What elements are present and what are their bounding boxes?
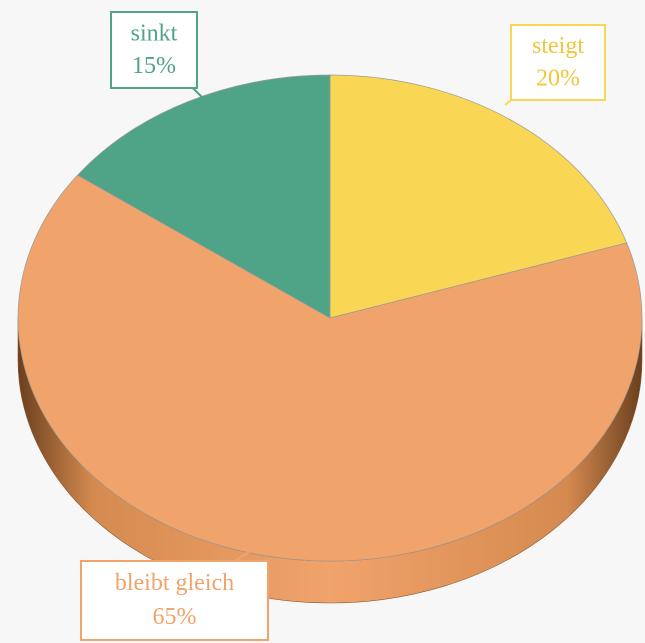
value-label: 65%: [153, 604, 197, 630]
pie-slice: [329, 74, 628, 319]
data-label: steigt 20%: [504, 24, 606, 106]
category-label: sinkt: [131, 20, 178, 46]
category-label: bleibt gleich: [115, 570, 234, 596]
category-label: steigt: [532, 33, 584, 59]
data-label: sinkt 15%: [110, 11, 206, 101]
value-label: 15%: [132, 53, 176, 79]
pie-slice: [77, 74, 331, 319]
label-box: [110, 11, 198, 89]
value-label: 20%: [536, 65, 580, 91]
data-label: bleibt gleich 65%: [80, 547, 269, 641]
label-box: [510, 24, 606, 101]
label-box: [80, 560, 269, 641]
pie-slice: [17, 174, 643, 562]
